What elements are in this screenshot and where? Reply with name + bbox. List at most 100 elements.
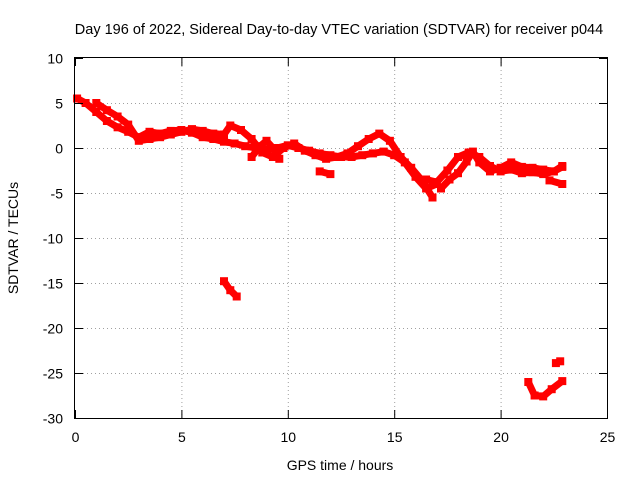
- data-point: [358, 151, 367, 160]
- data-point: [262, 136, 271, 145]
- data-point: [134, 136, 143, 145]
- data-point: [396, 153, 405, 161]
- data-point: [258, 148, 267, 157]
- data-point: [145, 127, 154, 136]
- data-point: [73, 94, 82, 103]
- data-point: [407, 163, 416, 172]
- data-point: [92, 108, 101, 116]
- data-point: [166, 130, 175, 139]
- data-point: [209, 135, 218, 143]
- y-tick-label: -10: [43, 231, 63, 247]
- data-point: [247, 153, 256, 161]
- data-point: [315, 167, 324, 176]
- y-tick-label: 10: [47, 51, 63, 67]
- data-point: [462, 157, 471, 166]
- data-point: [326, 170, 335, 179]
- data-point: [273, 144, 282, 152]
- data-point: [188, 125, 196, 134]
- data-point: [124, 127, 133, 136]
- data-point: [177, 127, 186, 136]
- data-point: [368, 149, 377, 158]
- data-point: [237, 126, 245, 134]
- data-point: [343, 149, 352, 158]
- x-tick-label: 15: [387, 429, 403, 445]
- y-tick-label: -20: [43, 321, 63, 337]
- y-tick-label: -15: [43, 276, 63, 292]
- data-point: [524, 378, 533, 386]
- data-point: [279, 144, 288, 152]
- x-tick-label: 5: [178, 429, 186, 445]
- data-point: [496, 163, 505, 172]
- y-tick-labels: 10 5 0 -5 -10 -15 -20 -25 -30: [43, 51, 63, 427]
- data-point: [268, 144, 277, 152]
- data-point: [226, 121, 235, 130]
- data-point: [437, 184, 445, 193]
- data-point: [332, 153, 341, 161]
- y-tick-label: 5: [55, 96, 63, 112]
- data-point: [375, 129, 384, 138]
- data-point: [486, 162, 494, 170]
- data-point: [528, 163, 537, 172]
- data-point: [290, 139, 299, 148]
- data-point: [220, 137, 228, 146]
- data-point: [507, 165, 516, 174]
- data-point: [556, 357, 565, 366]
- data-point: [230, 139, 239, 148]
- data-point: [530, 391, 539, 400]
- data-point: [220, 277, 228, 286]
- data-point: [198, 126, 207, 135]
- data-point: [507, 158, 516, 167]
- data-point: [256, 142, 265, 151]
- data-point: [232, 292, 241, 301]
- y-tick-label: -5: [51, 186, 64, 202]
- data-point: [379, 147, 388, 156]
- data-point: [226, 286, 235, 295]
- data-point: [102, 117, 111, 125]
- data-point: [124, 120, 133, 129]
- x-tick-label: 10: [281, 429, 297, 445]
- data-point: [354, 142, 362, 151]
- data-point: [517, 169, 526, 178]
- data-point: [468, 147, 477, 156]
- x-tick-label: 0: [72, 429, 80, 445]
- data-point: [262, 145, 271, 154]
- data-point: [545, 176, 554, 185]
- data-point: [113, 123, 122, 132]
- data-point: [558, 377, 567, 386]
- data-point: [300, 146, 309, 155]
- y-axis-label: SDTVAR / TECUs: [5, 182, 21, 294]
- data-point: [422, 175, 431, 184]
- data-point: [475, 158, 484, 167]
- data-point: [443, 166, 452, 175]
- data-point: [551, 359, 560, 368]
- data-point: [445, 175, 454, 184]
- data-point: [432, 178, 441, 187]
- data-point: [322, 154, 331, 163]
- grid-lines: [75, 58, 607, 418]
- data-point: [113, 112, 122, 121]
- data-point: [454, 153, 462, 161]
- data-point: [549, 167, 558, 176]
- data-point: [156, 133, 165, 142]
- data-point: [145, 135, 154, 143]
- data-point: [247, 135, 256, 143]
- data-point: [547, 385, 556, 394]
- data-point: [539, 392, 548, 401]
- data-point: [220, 130, 228, 139]
- data-point: [275, 154, 284, 163]
- y-tick-label: 0: [55, 141, 63, 157]
- y-tick-label: -25: [43, 366, 63, 382]
- data-point: [209, 129, 218, 138]
- data-point: [268, 153, 277, 161]
- data-point: [517, 162, 526, 171]
- x-tick-label: 20: [493, 429, 509, 445]
- data-point: [92, 99, 101, 107]
- x-axis-label: GPS time / hours: [287, 457, 394, 473]
- data-series: [73, 94, 567, 401]
- data-point: [311, 151, 320, 160]
- data-point: [390, 151, 399, 160]
- data-point: [81, 99, 90, 107]
- data-point: [454, 169, 462, 178]
- data-point: [528, 168, 537, 177]
